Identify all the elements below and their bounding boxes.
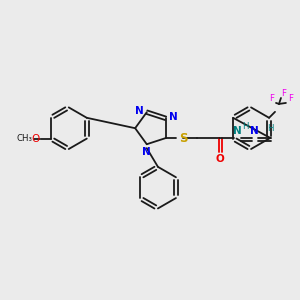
Text: N: N [142, 147, 151, 157]
Text: F: F [269, 94, 274, 103]
Text: O: O [216, 154, 225, 164]
Text: F: F [281, 89, 286, 98]
Text: H: H [242, 122, 248, 131]
Text: CH₃: CH₃ [17, 134, 33, 143]
Text: S: S [179, 132, 188, 145]
Text: N: N [250, 126, 259, 136]
Text: O: O [32, 134, 40, 144]
Text: N: N [232, 126, 241, 136]
Text: F: F [288, 94, 293, 103]
Text: H: H [267, 124, 274, 133]
Text: N: N [169, 112, 177, 122]
Text: N: N [135, 106, 144, 116]
